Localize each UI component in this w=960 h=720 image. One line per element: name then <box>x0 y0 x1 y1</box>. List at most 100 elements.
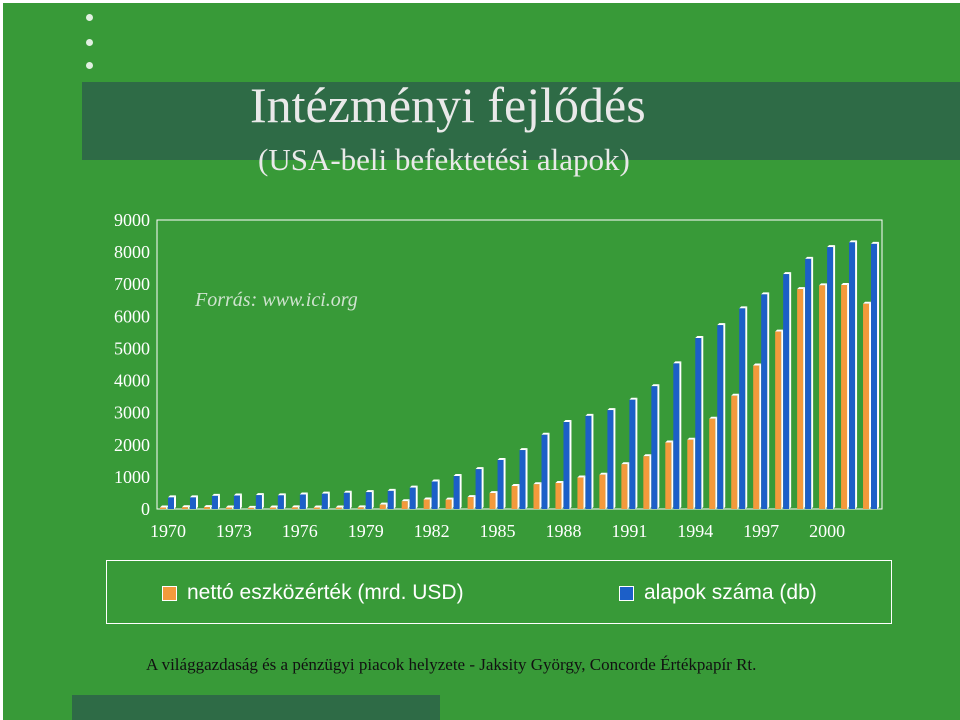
bar-side-face <box>459 474 462 509</box>
bar-side-face <box>877 241 880 509</box>
bar-top-face <box>401 499 410 502</box>
bar-front-face <box>269 507 276 509</box>
x-tick-label: 1994 <box>677 521 713 541</box>
bar-top-face <box>291 505 300 508</box>
bar-top-face <box>255 493 264 496</box>
decorative-dot <box>86 39 93 46</box>
x-tick-label: 1973 <box>216 521 252 541</box>
bar-top-face <box>695 336 704 339</box>
bar-net-assets <box>269 505 278 509</box>
title-band <box>82 82 960 160</box>
bar-top-face <box>643 454 652 457</box>
bar-top-face <box>299 492 308 495</box>
bar-top-face <box>343 490 352 493</box>
bar-front-face <box>225 507 232 509</box>
bar-top-face <box>819 283 828 286</box>
bar-top-face <box>313 505 322 508</box>
bar-front-face <box>695 338 702 509</box>
bar-front-face <box>629 399 636 509</box>
bar-fund-count <box>849 240 858 510</box>
bar-side-face <box>319 505 322 509</box>
bar-top-face <box>247 505 256 508</box>
bar-net-assets <box>489 491 498 509</box>
bar-side-face <box>737 393 740 509</box>
bar-net-assets <box>203 505 212 509</box>
bar-fund-count <box>805 256 814 509</box>
bar-net-assets <box>797 287 806 509</box>
bar-fund-count <box>739 306 748 509</box>
bar-top-face <box>739 306 748 309</box>
bar-front-face <box>841 285 848 509</box>
bar-side-face <box>613 408 616 509</box>
bar-top-face <box>577 475 586 478</box>
bar-net-assets <box>841 283 850 509</box>
bar-top-face <box>277 493 286 496</box>
x-axis: 1970 1973 1976 1979 1982 1985 1988 1991 1994 1997… <box>150 521 845 541</box>
legend-swatch-net-assets <box>162 585 177 601</box>
bar-top-face <box>467 495 476 498</box>
legend-label-fund-count: alapok száma (db) <box>644 581 817 604</box>
bar-side-face <box>789 272 792 509</box>
bar-front-face <box>621 464 628 509</box>
bar-front-face <box>651 386 658 509</box>
bar-side-face <box>657 384 660 509</box>
bar-top-face <box>687 437 696 440</box>
bar-fund-count <box>189 495 198 509</box>
bar-series <box>160 240 880 510</box>
bar-front-face <box>211 495 218 509</box>
bar-side-face <box>174 495 176 509</box>
bar-front-face <box>775 331 782 509</box>
bar-top-face <box>849 240 858 243</box>
bar-net-assets <box>599 472 608 509</box>
bar-front-face <box>511 486 518 509</box>
bar-side-face <box>363 505 366 509</box>
bar-front-face <box>643 456 650 509</box>
chart-source-note: Forrás: www.ici.org <box>195 289 358 311</box>
y-tick-label: 6000 <box>114 306 150 326</box>
y-tick-label: 9000 <box>114 210 150 230</box>
bar-side-face <box>561 480 564 509</box>
bar-net-assets <box>577 475 586 509</box>
legend-label-net-assets: nettó eszközérték (mrd. USD) <box>187 581 464 604</box>
bar-side-face <box>539 482 542 509</box>
bar-front-face <box>673 363 680 509</box>
bar-front-face <box>189 497 196 509</box>
bar-side-face <box>671 440 674 509</box>
bar-fund-count <box>585 413 594 509</box>
bar-side-face <box>261 493 264 509</box>
bar-side-face <box>517 484 520 509</box>
bar-top-face <box>387 488 396 491</box>
bar-side-face <box>283 493 286 509</box>
x-tick-label: 1988 <box>545 521 581 541</box>
bar-fund-count <box>563 420 572 509</box>
bar-net-assets <box>819 283 828 509</box>
bar-side-face <box>781 329 784 509</box>
bar-fund-count <box>431 479 440 509</box>
x-tick-label: 1976 <box>282 521 318 541</box>
bar-front-face <box>489 493 496 509</box>
bar-side-face <box>437 479 440 509</box>
bar-fund-count <box>255 493 264 509</box>
bar-fund-count <box>519 448 528 509</box>
bar-fund-count <box>497 457 506 509</box>
bar-side-face <box>605 472 608 509</box>
bar-front-face <box>541 434 548 509</box>
bar-fund-count <box>629 397 638 509</box>
bar-top-face <box>753 363 762 366</box>
bar-front-face <box>761 294 768 509</box>
bar-side-face <box>869 301 872 509</box>
bar-side-face <box>627 462 630 509</box>
bar-side-face <box>275 505 278 509</box>
bar-front-face <box>607 410 614 509</box>
x-tick-label: 1979 <box>348 521 384 541</box>
bar-front-face <box>343 492 350 509</box>
bar-top-face <box>541 432 550 435</box>
bar-side-face <box>217 493 220 509</box>
bar-side-face <box>187 505 190 509</box>
bar-net-assets <box>401 499 410 509</box>
bar-side-face <box>451 497 454 509</box>
bar-top-face <box>203 505 212 508</box>
bar-front-face <box>709 418 716 509</box>
bar-fund-count <box>827 245 836 509</box>
bar-front-face <box>585 415 592 509</box>
